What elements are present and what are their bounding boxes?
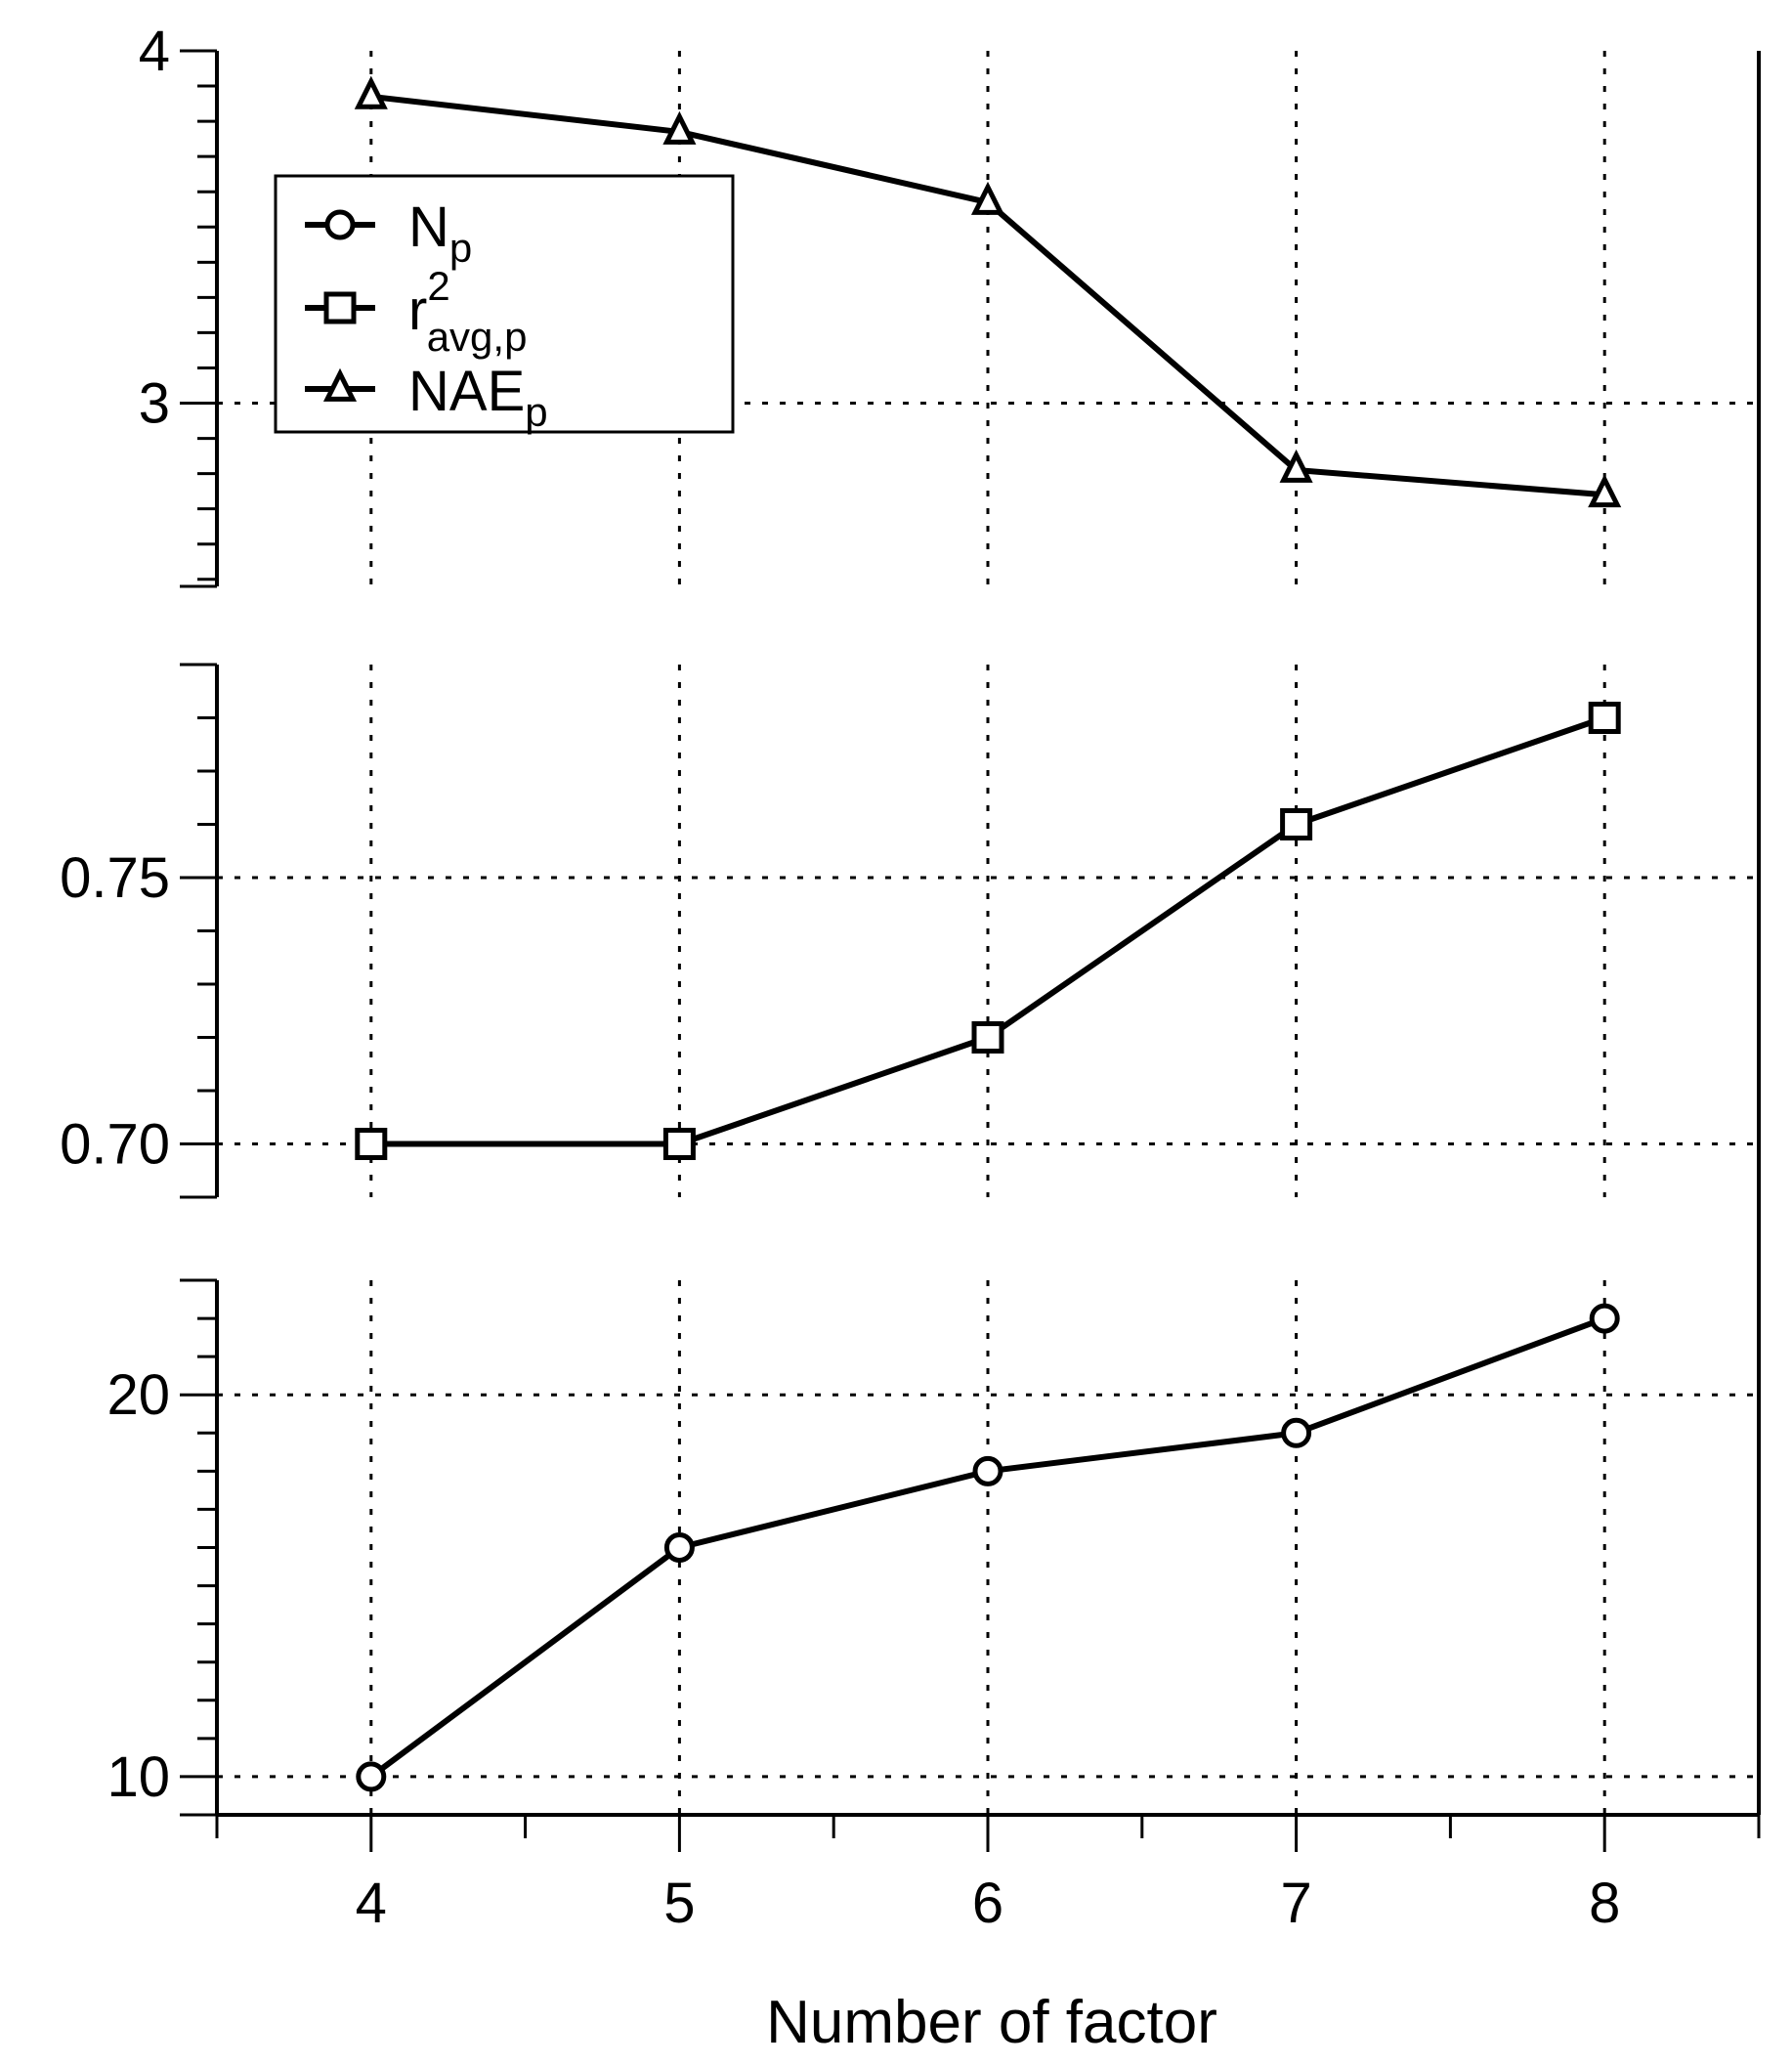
panel-NAEp: 34: [139, 20, 1759, 588]
data-point-Np: [356, 1761, 387, 1792]
legend-label: r2 avg,p: [408, 263, 527, 360]
legend-entry-Np: Np: [305, 195, 472, 271]
data-point-r2avgp: [1588, 702, 1621, 734]
panel-Np: 10 20: [107, 1278, 1759, 1817]
data-point-r2avgp: [662, 1128, 696, 1160]
y-tick-label: 20: [107, 1363, 170, 1427]
x-tick-label: 7: [1280, 1872, 1311, 1935]
legend-label-base: r: [408, 279, 427, 342]
data-point-NAEp: [354, 75, 388, 109]
data-point-NAEp: [970, 181, 1005, 215]
y-tick-label: 4: [139, 20, 170, 83]
data-point-Np: [972, 1455, 1003, 1486]
x-axis-title: Number of factor: [766, 1989, 1217, 2056]
data-point-r2avgp: [355, 1128, 388, 1160]
data-point-NAEp: [662, 110, 697, 145]
legend-label-superscript: 2: [427, 263, 449, 309]
data-point-Np: [1281, 1417, 1312, 1448]
legend-entry-r2avgp: r2 avg,p: [305, 263, 527, 360]
x-tick-label: 8: [1589, 1872, 1620, 1935]
data-point-r2avgp: [971, 1021, 1004, 1054]
y-tick-label: 0.70: [60, 1113, 170, 1177]
legend-entry-NAEp: NAEp: [305, 360, 548, 435]
legend-label: NAEp: [408, 360, 548, 435]
data-point-NAEp: [1279, 449, 1313, 483]
y-tick-label: 10: [107, 1745, 170, 1809]
y-tick-label: 0.75: [60, 846, 170, 910]
x-tick-label: 5: [663, 1872, 695, 1935]
x-tick-label: 6: [972, 1872, 1003, 1935]
legend-label-base: N: [408, 195, 449, 259]
legend-label-subscript: avg,p: [427, 314, 528, 360]
legend-label-subscript: p: [525, 389, 547, 435]
legend-label-subscript: p: [449, 225, 472, 271]
legend-label: Np: [408, 195, 472, 271]
y-tick-label: 3: [139, 372, 170, 436]
x-axis: 4 5 6 7 8: [215, 1813, 1761, 1935]
legend-label-base: NAE: [408, 360, 525, 423]
panel-r2avgp: 0.70 0.75: [60, 663, 1759, 1199]
x-tick-label: 4: [356, 1872, 387, 1935]
legend-marker-triangle: [322, 367, 358, 402]
legend-marker-circle: [324, 209, 356, 240]
data-point-Np: [1589, 1303, 1620, 1334]
legend-marker-square: [323, 291, 357, 324]
data-point-Np: [663, 1532, 695, 1563]
data-point-r2avgp: [1280, 808, 1313, 840]
data-point-NAEp: [1588, 474, 1622, 508]
